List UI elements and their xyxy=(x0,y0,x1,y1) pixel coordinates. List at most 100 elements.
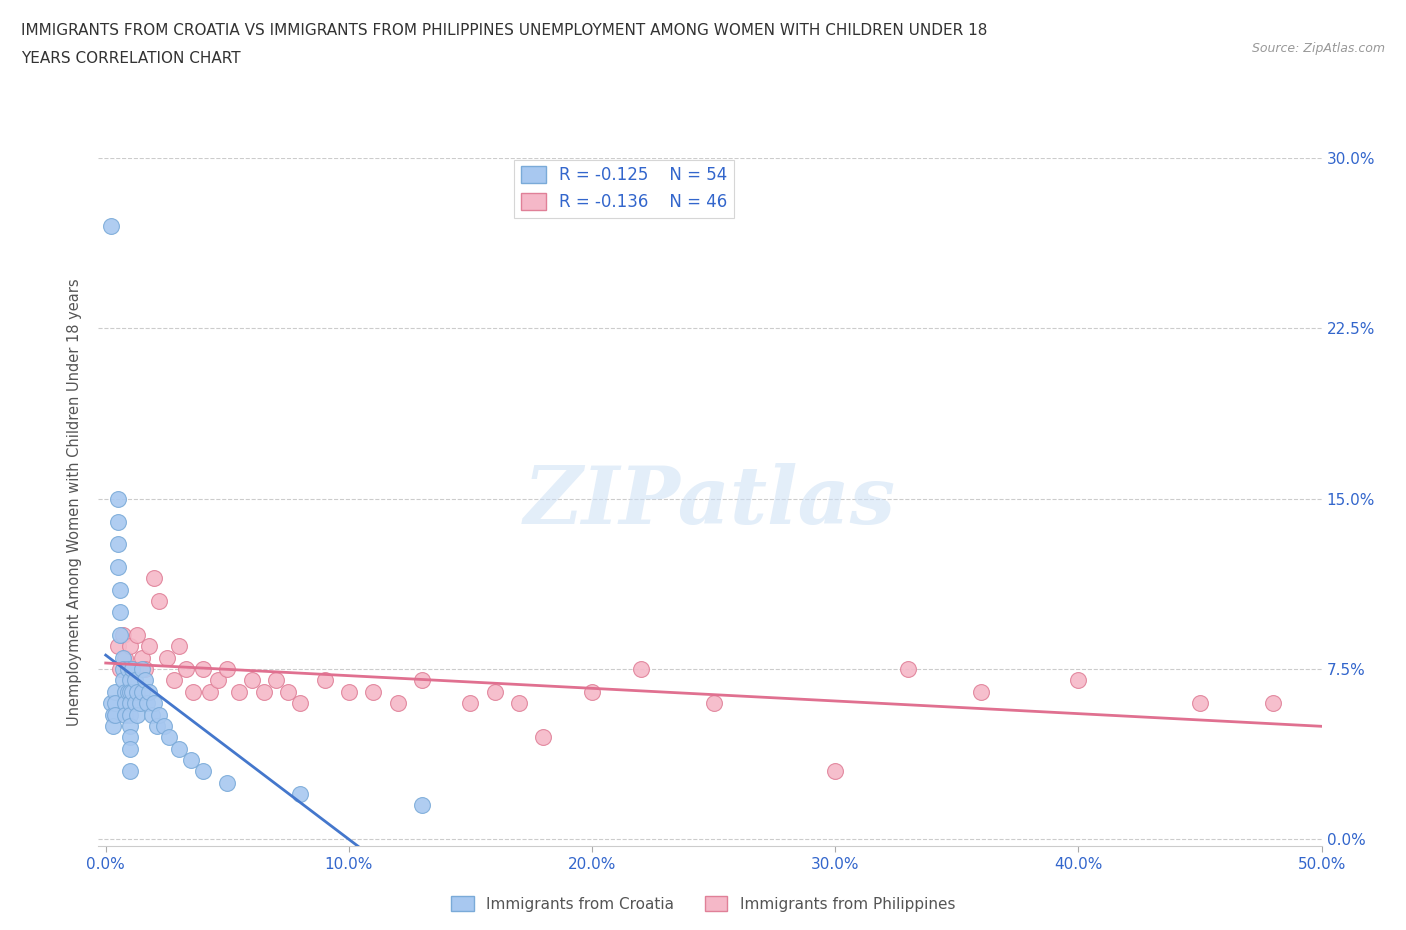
Point xyxy=(163,673,186,688)
Point xyxy=(167,741,190,756)
Point xyxy=(240,673,263,688)
Point xyxy=(127,707,149,722)
Point xyxy=(630,662,652,677)
Legend: R = -0.125    N = 54, R = -0.136    N = 46: R = -0.125 N = 54, R = -0.136 N = 46 xyxy=(515,160,734,218)
Point xyxy=(191,662,214,677)
Point xyxy=(134,673,156,688)
Point xyxy=(264,673,287,688)
Text: YEARS CORRELATION CHART: YEARS CORRELATION CHART xyxy=(21,51,240,66)
Point xyxy=(110,628,132,643)
Point xyxy=(703,696,725,711)
Text: Source: ZipAtlas.com: Source: ZipAtlas.com xyxy=(1251,42,1385,55)
Point xyxy=(104,684,127,699)
Point xyxy=(207,673,229,688)
Point xyxy=(110,604,132,619)
Point xyxy=(138,639,160,654)
Point xyxy=(107,560,129,575)
Y-axis label: Unemployment Among Women with Children Under 18 years: Unemployment Among Women with Children U… xyxy=(67,278,83,726)
Point xyxy=(217,662,239,677)
Point xyxy=(100,696,122,711)
Point xyxy=(111,673,134,688)
Point xyxy=(104,707,127,722)
Point xyxy=(143,571,166,586)
Point xyxy=(134,662,156,677)
Point xyxy=(1261,696,1284,711)
Point xyxy=(118,696,141,711)
Point xyxy=(107,537,129,551)
Point xyxy=(167,639,190,654)
Point xyxy=(136,696,159,711)
Point xyxy=(411,798,433,813)
Point xyxy=(337,684,360,699)
Point xyxy=(101,707,124,722)
Point xyxy=(970,684,993,699)
Point xyxy=(114,696,136,711)
Point xyxy=(118,707,141,722)
Point xyxy=(118,684,141,699)
Point xyxy=(100,219,122,233)
Point xyxy=(508,696,530,711)
Point xyxy=(118,741,141,756)
Point xyxy=(361,684,384,699)
Point xyxy=(131,684,153,699)
Legend: Immigrants from Croatia, Immigrants from Philippines: Immigrants from Croatia, Immigrants from… xyxy=(444,889,962,918)
Text: IMMIGRANTS FROM CROATIA VS IMMIGRANTS FROM PHILIPPINES UNEMPLOYMENT AMONG WOMEN : IMMIGRANTS FROM CROATIA VS IMMIGRANTS FR… xyxy=(21,23,987,38)
Point xyxy=(118,719,141,734)
Point xyxy=(124,696,146,711)
Point xyxy=(148,593,170,608)
Point xyxy=(174,662,197,677)
Point xyxy=(111,662,134,677)
Point xyxy=(104,696,127,711)
Point xyxy=(217,776,239,790)
Point xyxy=(127,628,149,643)
Point xyxy=(131,650,153,665)
Point xyxy=(131,662,153,677)
Point xyxy=(897,662,920,677)
Point xyxy=(111,650,134,665)
Point xyxy=(581,684,603,699)
Point xyxy=(107,514,129,529)
Point xyxy=(277,684,299,699)
Point xyxy=(101,719,124,734)
Point xyxy=(824,764,846,778)
Point xyxy=(117,662,139,677)
Point xyxy=(191,764,214,778)
Point xyxy=(460,696,482,711)
Point xyxy=(127,684,149,699)
Point xyxy=(114,650,136,665)
Text: ZIPatlas: ZIPatlas xyxy=(524,463,896,541)
Point xyxy=(110,662,132,677)
Point xyxy=(146,719,169,734)
Point xyxy=(180,752,202,767)
Point xyxy=(533,730,555,745)
Point xyxy=(138,684,160,699)
Point xyxy=(118,673,141,688)
Point xyxy=(107,491,129,506)
Point xyxy=(1067,673,1090,688)
Point xyxy=(228,684,250,699)
Point xyxy=(157,730,180,745)
Point xyxy=(181,684,204,699)
Point xyxy=(121,662,143,677)
Point xyxy=(411,673,433,688)
Point xyxy=(143,696,166,711)
Point xyxy=(1189,696,1212,711)
Point xyxy=(155,650,177,665)
Point xyxy=(124,673,146,688)
Point xyxy=(153,719,176,734)
Point xyxy=(148,707,170,722)
Point xyxy=(290,787,312,802)
Point xyxy=(114,684,136,699)
Point xyxy=(117,662,139,677)
Point xyxy=(121,684,143,699)
Point xyxy=(124,662,146,677)
Point xyxy=(290,696,312,711)
Point xyxy=(111,628,134,643)
Point xyxy=(200,684,222,699)
Point xyxy=(114,707,136,722)
Point xyxy=(118,639,141,654)
Point xyxy=(253,684,276,699)
Point xyxy=(387,696,409,711)
Point xyxy=(110,582,132,597)
Point xyxy=(484,684,506,699)
